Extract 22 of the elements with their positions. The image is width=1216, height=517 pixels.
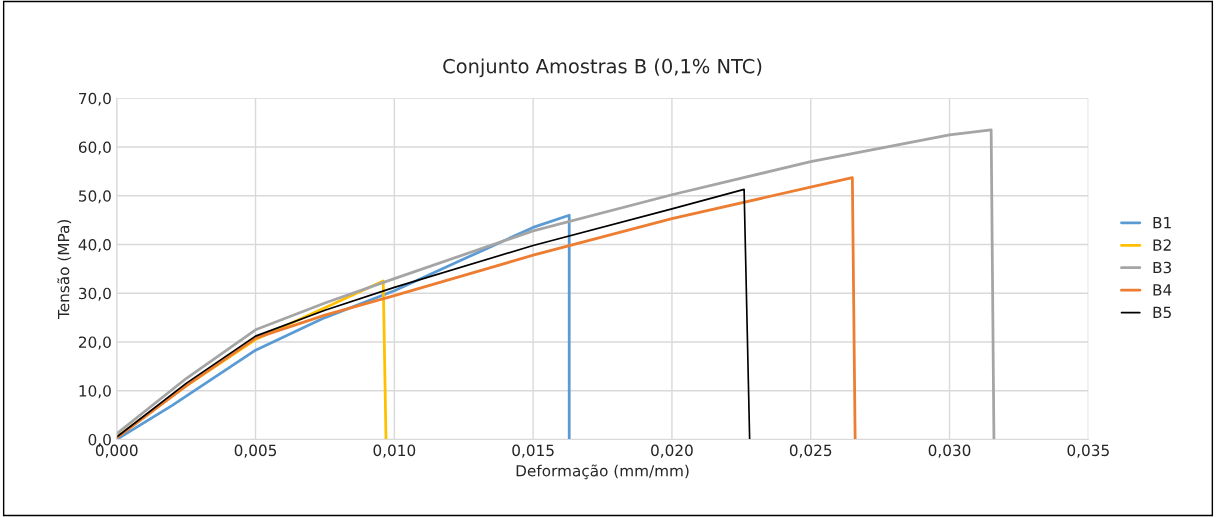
y-tick-label: 40,0 — [78, 238, 111, 253]
x-tick-label: 0,035 — [1067, 444, 1109, 458]
x-tick-label: 0,010 — [373, 444, 416, 458]
x-tick-label: 0,030 — [928, 444, 971, 458]
y-axis-title: Tensão (MPa) — [57, 219, 72, 320]
y-tick-label: 70,0 — [79, 92, 111, 106]
y-tick-label: 30,0 — [79, 287, 111, 301]
chart-title: Conjunto Amostras B (0,1% NTC) — [443, 58, 762, 78]
x-tick-label: 0,005 — [234, 444, 277, 458]
legend-label: B4 — [1153, 284, 1172, 296]
y-tick-label: 60,0 — [78, 141, 111, 155]
legend-label: B5 — [1153, 306, 1171, 319]
x-axis-title: Deformação (mm/mm) — [516, 464, 689, 480]
legend-label: B3 — [1153, 261, 1172, 274]
x-tick-label: 0,015 — [512, 444, 554, 458]
x-tick-label: 0,025 — [789, 444, 832, 458]
x-tick-label: 0,020 — [651, 444, 693, 458]
y-tick-label: 20,0 — [78, 336, 111, 350]
y-tick-label: 10,0 — [79, 385, 111, 399]
y-tick-label: 50,0 — [79, 190, 111, 204]
legend-label: B1 — [1153, 217, 1171, 229]
legend-label: B2 — [1153, 239, 1171, 251]
